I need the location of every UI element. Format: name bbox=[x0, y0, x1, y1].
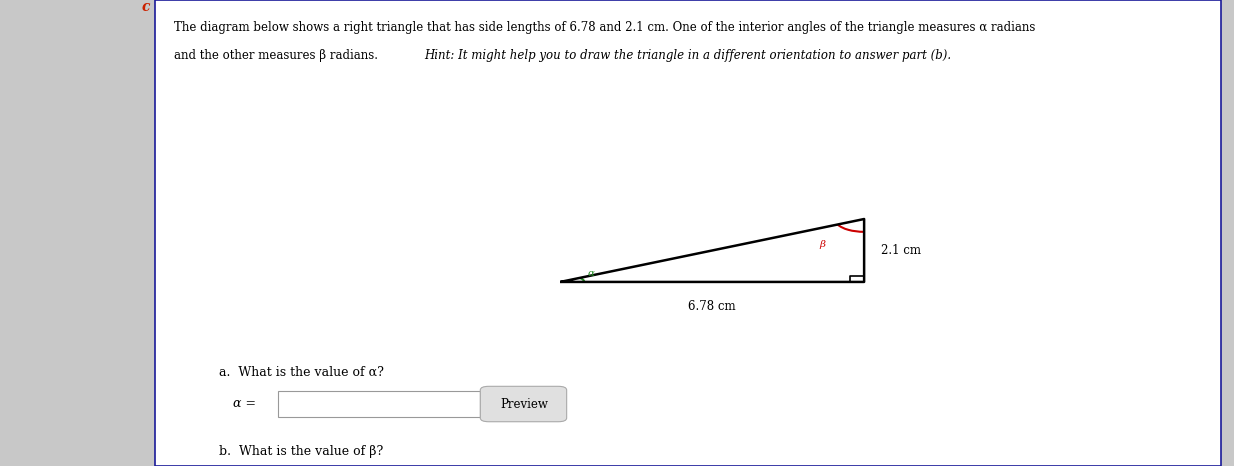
Text: b.  What is the value of β?: b. What is the value of β? bbox=[220, 445, 384, 458]
Text: α: α bbox=[587, 269, 595, 278]
Text: The diagram below shows a right triangle that has side lengths of 6.78 and 2.1 c: The diagram below shows a right triangle… bbox=[174, 21, 1035, 34]
Text: 6.78 cm: 6.78 cm bbox=[689, 300, 735, 313]
Text: β: β bbox=[819, 240, 826, 249]
Text: c: c bbox=[141, 0, 149, 14]
Text: α =: α = bbox=[233, 397, 255, 410]
Text: Preview: Preview bbox=[500, 397, 548, 411]
FancyBboxPatch shape bbox=[155, 0, 1222, 466]
Text: Hint: It might help you to draw the triangle in a different orientation to answe: Hint: It might help you to draw the tria… bbox=[423, 49, 951, 62]
Text: 2.1 cm: 2.1 cm bbox=[881, 244, 921, 257]
FancyBboxPatch shape bbox=[278, 391, 480, 417]
Text: and the other measures β radians.: and the other measures β radians. bbox=[174, 49, 383, 62]
Text: a.  What is the value of α?: a. What is the value of α? bbox=[220, 366, 384, 379]
FancyBboxPatch shape bbox=[480, 386, 566, 422]
